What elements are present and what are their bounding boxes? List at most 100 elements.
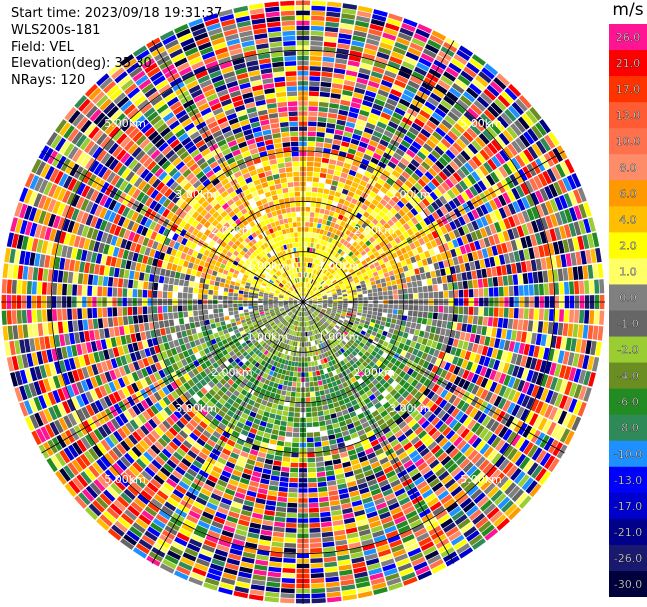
range-gate-cell (543, 244, 550, 257)
range-gate-cell (410, 185, 420, 195)
range-gate-cell (316, 243, 320, 249)
range-gate-cell (339, 28, 353, 35)
range-gate-cell (351, 370, 358, 376)
range-gate-cell (372, 327, 379, 333)
range-gate-cell (478, 288, 484, 297)
range-gate-cell (350, 221, 357, 228)
range-gate-cell (321, 162, 329, 169)
range-gate-cell (592, 264, 599, 279)
range-gate-cell (460, 191, 470, 202)
range-gate-cell (427, 497, 439, 508)
range-gate-cell (320, 337, 325, 343)
range-gate-cell (285, 396, 291, 402)
range-gate-cell (309, 309, 313, 314)
velocity-sweep (1, 0, 605, 604)
range-gate-cell (400, 277, 407, 284)
range-gate-cell (381, 207, 389, 215)
range-gate-cell (334, 63, 347, 70)
range-gate-cell (305, 217, 310, 222)
range-gate-cell (429, 558, 444, 570)
range-gate-cell (333, 529, 346, 536)
range-gate-cell (318, 101, 329, 108)
range-gate-cell (557, 350, 565, 364)
range-gate-cell (424, 423, 434, 433)
range-gate-cell (329, 98, 340, 104)
range-gate-cell (347, 323, 353, 328)
range-gate-cell (425, 194, 434, 204)
range-gate-cell (372, 288, 378, 293)
range-gate-cell (176, 331, 183, 339)
range-gate-cell (348, 347, 354, 353)
range-gate-cell (361, 438, 370, 446)
range-gate-cell (387, 285, 393, 291)
range-gate-cell (310, 30, 324, 36)
range-gate-cell (283, 406, 289, 412)
range-gate-cell (348, 111, 359, 119)
range-gate-cell (308, 227, 313, 233)
range-gate-cell (341, 289, 347, 293)
range-gate-cell (348, 298, 353, 301)
range-gate-cell (416, 443, 427, 453)
range-gate-cell (314, 162, 321, 168)
range-gate-cell (351, 313, 357, 318)
range-gate-cell (341, 13, 356, 20)
range-gate-cell (587, 356, 595, 371)
range-gate-cell (409, 354, 416, 362)
range-gate-cell (311, 0, 326, 6)
range-gate-cell (413, 33, 428, 43)
range-gate-cell (511, 263, 517, 274)
range-gate-cell (319, 313, 324, 317)
range-gate-cell (280, 471, 290, 477)
range-gate-cell (494, 338, 501, 349)
range-gate-cell (470, 488, 483, 501)
range-gate-cell (339, 282, 345, 287)
range-gate-cell (444, 134, 455, 145)
range-gate-cell (330, 206, 337, 212)
range-gate-cell (421, 433, 431, 443)
range-gate-cell (355, 172, 364, 180)
range-gate-cell (352, 306, 358, 309)
range-gate-cell (318, 321, 323, 326)
range-gate-cell (360, 348, 367, 354)
range-gate-cell (507, 203, 517, 215)
range-gate-cell (337, 304, 343, 308)
range-gate-cell (475, 440, 486, 452)
range-gate-cell (503, 307, 509, 318)
range-gate-cell (483, 146, 494, 158)
range-gate-cell (459, 134, 471, 146)
range-gate-cell (456, 273, 462, 282)
range-gate-cell (329, 387, 335, 393)
range-gate-cell (316, 283, 320, 288)
range-gate-cell (308, 371, 313, 377)
range-gate-cell (410, 388, 419, 397)
range-gate-cell (292, 356, 296, 362)
range-gate-cell (332, 228, 338, 234)
range-gate-cell (422, 143, 433, 153)
range-gate-cell (416, 532, 430, 542)
range-gate-cell (326, 199, 333, 206)
range-gate-cell (389, 388, 398, 397)
range-gate-cell (365, 233, 372, 240)
range-gate-cell (329, 268, 334, 273)
range-gate-cell (306, 294, 310, 298)
range-gate-cell (372, 103, 384, 112)
range-gate-cell (332, 519, 344, 526)
range-gate-cell (400, 349, 407, 357)
range-gate-cell (363, 153, 372, 161)
range-gate-cell (460, 428, 470, 439)
range-gate-cell (325, 26, 339, 33)
range-gate-cell (440, 518, 454, 529)
range-gate-cell (360, 319, 366, 324)
range-gate-cell (535, 333, 542, 346)
range-gate-cell (435, 396, 444, 406)
range-gate-cell (323, 316, 328, 320)
range-gate-cell (309, 291, 314, 296)
range-gate-cell (336, 160, 344, 167)
range-gate-cell (473, 183, 483, 194)
range-gate-cell (577, 266, 584, 280)
range-gate-cell (356, 328, 362, 333)
range-gate-cell (526, 222, 534, 235)
range-gate-cell (486, 347, 494, 358)
range-gate-cell (482, 462, 494, 475)
range-gate-cell (431, 393, 440, 403)
